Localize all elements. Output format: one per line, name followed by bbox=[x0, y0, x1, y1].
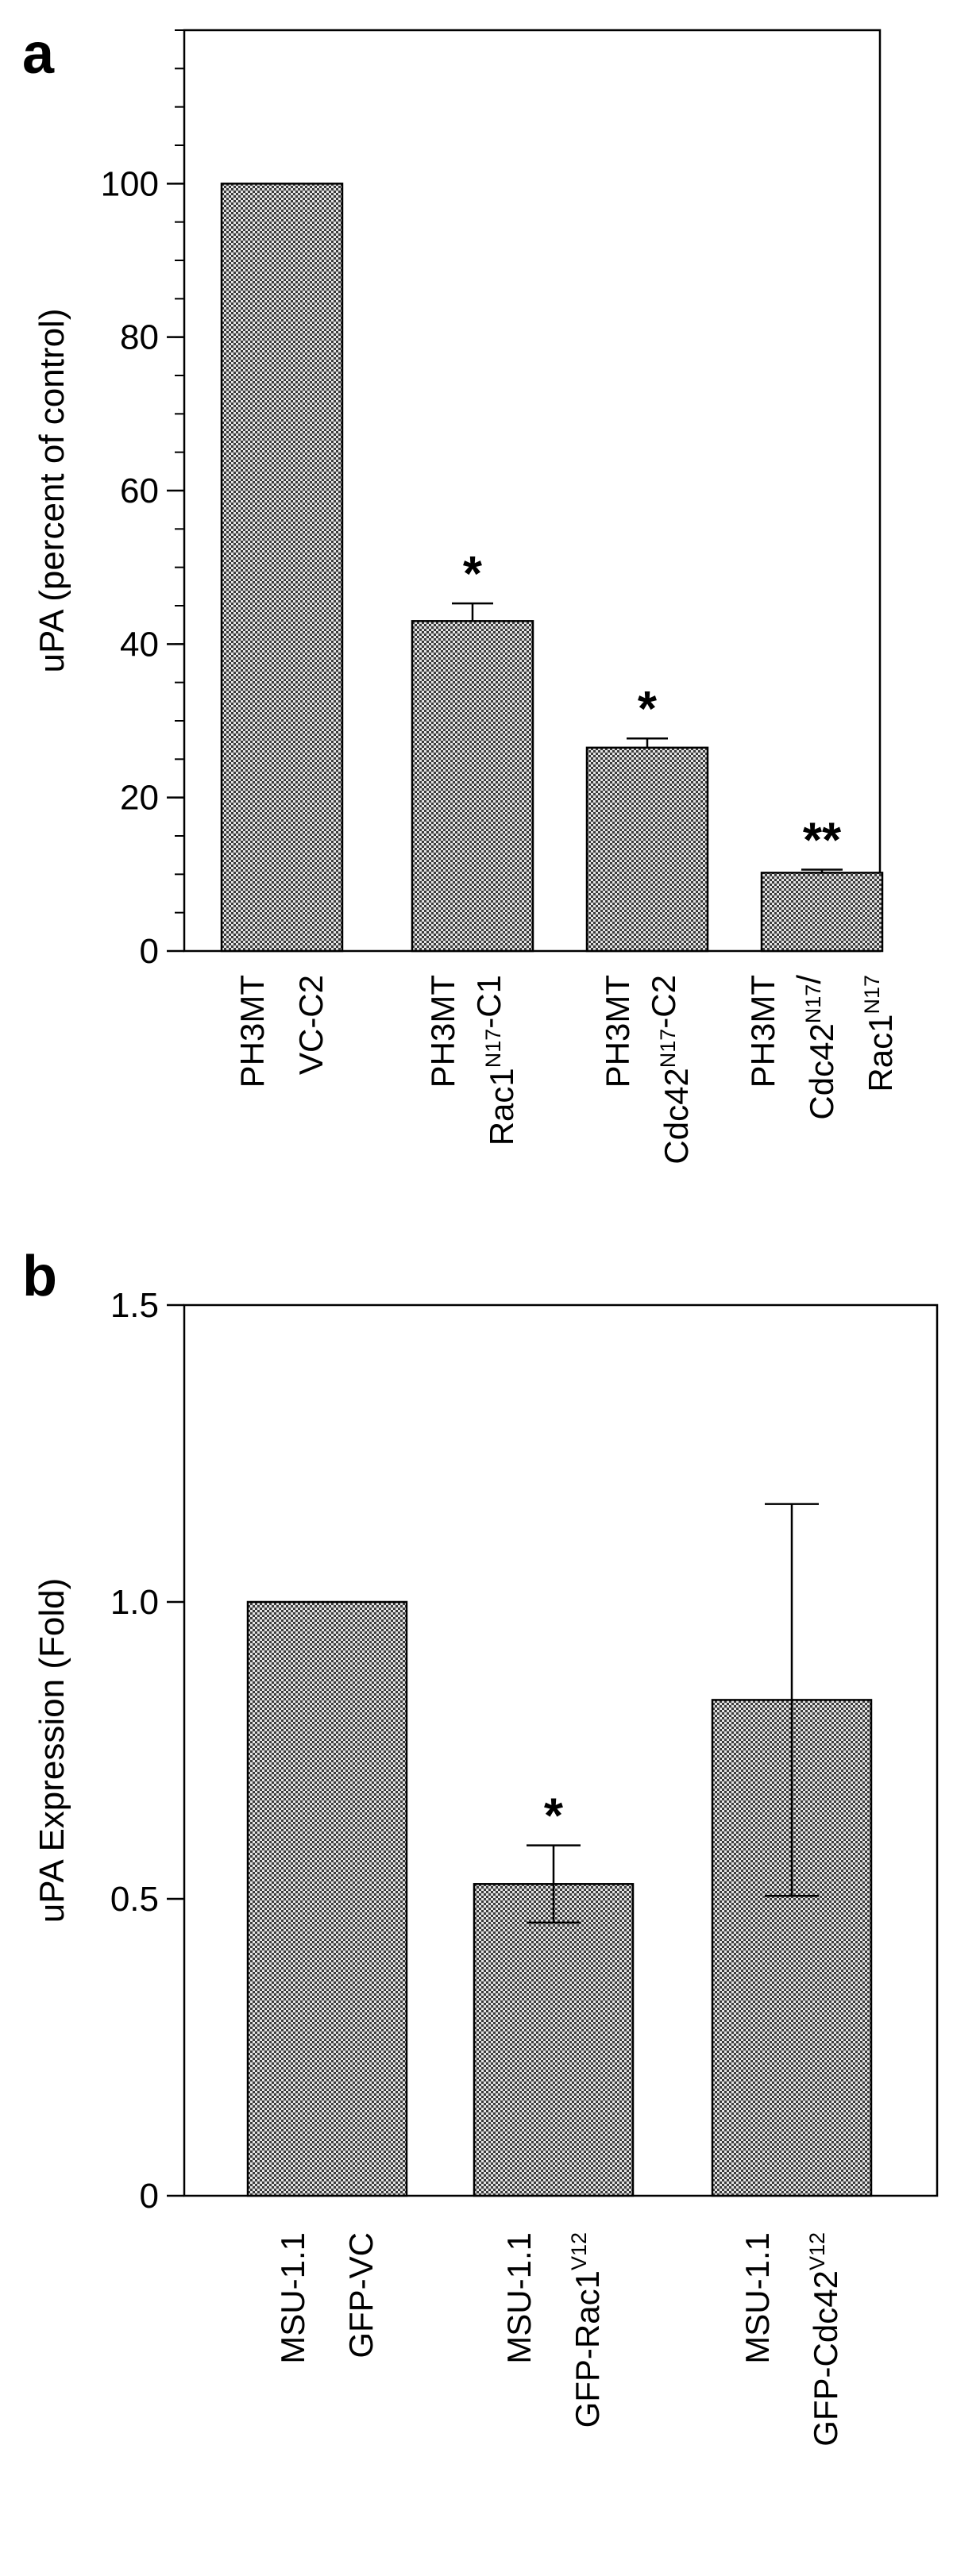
y-tick-label: 80 bbox=[120, 318, 159, 357]
y-tick-label: 40 bbox=[120, 625, 159, 664]
category-label-superscript: N17 bbox=[656, 1029, 680, 1069]
category-label-text: GFP-Cdc42 bbox=[807, 2270, 844, 2447]
y-tick-label: 1.0 bbox=[110, 1583, 159, 1622]
y-tick-label: 20 bbox=[120, 779, 159, 818]
category-label-text: PH3MT bbox=[744, 975, 781, 1088]
bar bbox=[411, 620, 534, 953]
y-tick-label: 60 bbox=[120, 472, 159, 510]
category-label-superscript: V12 bbox=[567, 2232, 591, 2270]
category-label-text: -C1 bbox=[470, 975, 507, 1029]
bar bbox=[473, 1883, 635, 2197]
significance-mark: * bbox=[638, 682, 658, 737]
category-label-text: Cdc42 bbox=[803, 1023, 840, 1119]
x-category-label: Rac1N17 bbox=[860, 975, 899, 1092]
category-label-text: Cdc42 bbox=[658, 1068, 695, 1164]
category-label-superscript: N17 bbox=[801, 984, 825, 1024]
x-category-label: PH3MT bbox=[424, 975, 461, 1088]
x-category-label: MSU-1.1 bbox=[739, 2232, 776, 2364]
y-tick-label: 100 bbox=[101, 164, 159, 203]
category-label-text: Rac1 bbox=[483, 1068, 520, 1146]
category-label-group: PH3MT VC-C2 bbox=[233, 975, 330, 1088]
x-category-label: PH3MT bbox=[233, 975, 271, 1088]
significance-mark: ** bbox=[803, 814, 842, 868]
y-tick-label: 0.5 bbox=[110, 1880, 159, 1919]
category-label-superscript: V12 bbox=[805, 2232, 829, 2270]
x-category-label: VC-C2 bbox=[292, 975, 330, 1075]
x-category-label: MSU-1.1 bbox=[500, 2232, 538, 2364]
category-label-group: PH3MT Cdc42N17/Rac1N17 bbox=[744, 975, 899, 1120]
significance-mark: * bbox=[463, 547, 483, 602]
category-label-superscript: N17 bbox=[481, 1029, 505, 1069]
category-label-text: GFP-VC bbox=[342, 2232, 380, 2358]
y-tick-label: 1.5 bbox=[110, 1286, 159, 1325]
category-label-text: GFP-Rac1 bbox=[569, 2270, 606, 2428]
category-label-text: VC-C2 bbox=[292, 975, 330, 1075]
category-label-text: PH3MT bbox=[233, 975, 271, 1088]
y-tick-label: 0 bbox=[140, 2177, 159, 2216]
x-category-label: MSU-1.1 bbox=[274, 2232, 311, 2364]
x-category-label: Cdc42N17/ bbox=[790, 975, 840, 1120]
x-category-label: Cdc42N17-C2 bbox=[645, 975, 695, 1165]
x-category-label: GFP-Rac1V12 bbox=[567, 2232, 606, 2428]
x-category-label: PH3MT bbox=[744, 975, 781, 1088]
category-label-text: MSU-1.1 bbox=[274, 2232, 311, 2364]
category-label-text: PH3MT bbox=[424, 975, 461, 1088]
x-category-label: GFP-Cdc42V12 bbox=[805, 2232, 844, 2447]
category-label-superscript: N17 bbox=[860, 975, 884, 1015]
panel-letter: b bbox=[22, 1245, 57, 1308]
category-label-text: / bbox=[790, 975, 828, 984]
category-label-group: MSU-1.1 GFP-VC bbox=[274, 2232, 380, 2364]
category-label-text: Rac1 bbox=[862, 1015, 899, 1092]
bar bbox=[585, 746, 709, 953]
y-axis-title: uPA Expression (Fold) bbox=[33, 1578, 71, 1923]
y-tick-label: 0 bbox=[140, 932, 159, 971]
x-category-label: Rac1N17-C1 bbox=[470, 975, 520, 1146]
category-label-text: -C2 bbox=[645, 975, 682, 1029]
category-label-text: MSU-1.1 bbox=[739, 2232, 776, 2364]
x-category-label: GFP-VC bbox=[342, 2232, 380, 2358]
bar bbox=[246, 1600, 408, 2197]
y-axis-title: uPA (percent of control) bbox=[33, 309, 71, 673]
panel-letter: a bbox=[22, 22, 55, 86]
bar bbox=[220, 183, 344, 953]
significance-mark: * bbox=[544, 1789, 564, 1844]
x-category-label: PH3MT bbox=[599, 975, 636, 1088]
bar bbox=[760, 872, 884, 953]
category-label-group: MSU-1.1 GFP-Cdc42V12 bbox=[739, 2232, 844, 2447]
category-label-text: MSU-1.1 bbox=[500, 2232, 538, 2364]
category-label-text: PH3MT bbox=[599, 975, 636, 1088]
category-label-group: MSU-1.1 GFP-Rac1V12 bbox=[500, 2232, 606, 2428]
